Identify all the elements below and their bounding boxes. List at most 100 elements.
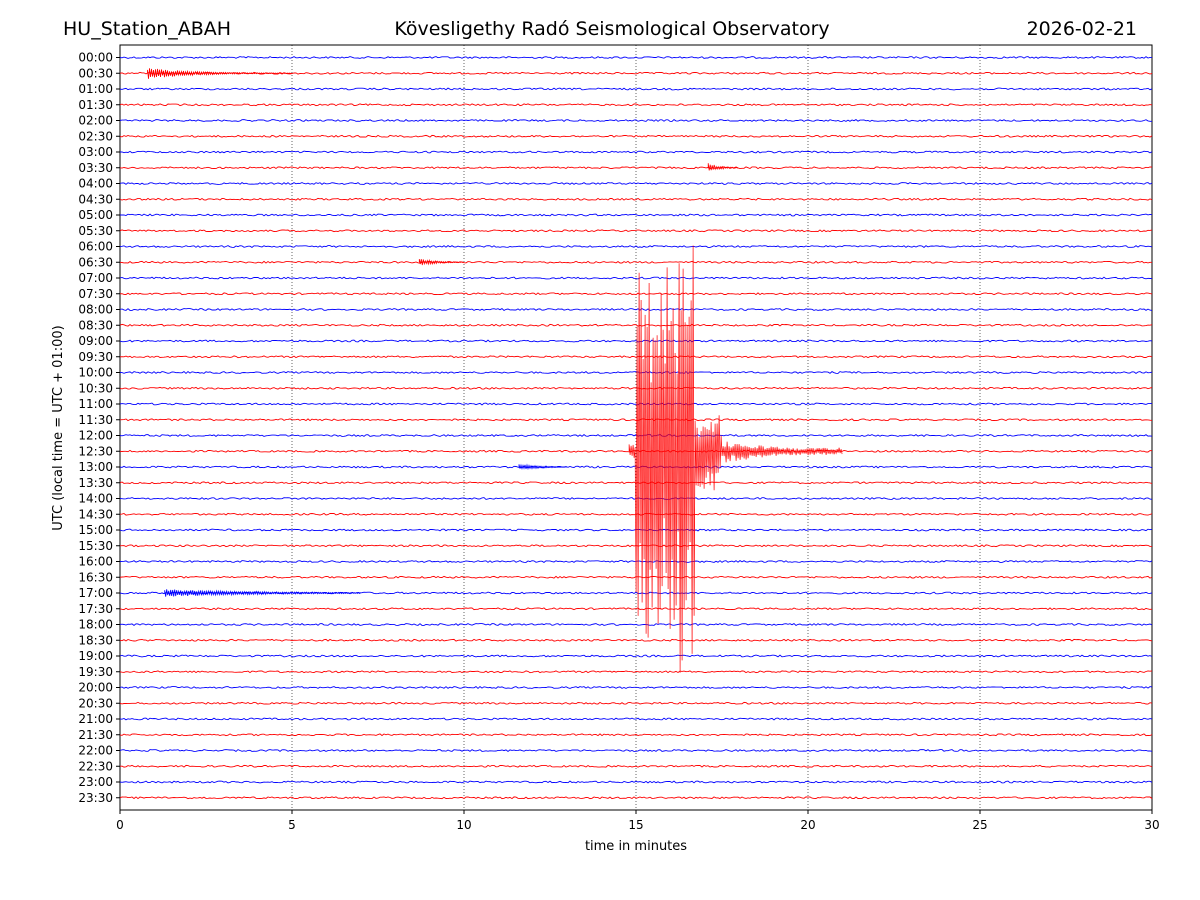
y-tick-label: 04:30 — [78, 192, 113, 206]
y-tick-label: 08:00 — [78, 303, 113, 317]
y-tick-label: 06:00 — [78, 240, 113, 254]
y-tick-label: 15:00 — [78, 523, 113, 537]
station-name: HU_Station_ABAH — [63, 18, 231, 40]
y-tick-label: 23:30 — [78, 791, 113, 805]
y-tick-label: 04:00 — [78, 177, 113, 191]
y-tick-label: 23:00 — [78, 775, 113, 789]
x-axis-label: time in minutes — [585, 839, 687, 854]
trace-line — [119, 418, 1153, 422]
trace-line — [119, 764, 1153, 768]
trace-line — [120, 150, 1153, 154]
x-tick-label: 0 — [116, 818, 124, 832]
y-tick-label: 15:30 — [78, 539, 113, 553]
trace-line — [119, 717, 1153, 721]
y-tick-label: 03:30 — [78, 161, 113, 175]
y-tick-label: 18:00 — [78, 618, 113, 632]
earthquake-waveform — [628, 245, 843, 673]
y-tick-label: 19:00 — [78, 649, 113, 663]
x-tick-label: 30 — [1144, 818, 1159, 832]
trace-line — [120, 213, 1153, 217]
x-tick-label: 5 — [288, 818, 296, 832]
y-tick-label: 18:30 — [78, 633, 113, 647]
y-tick-label: 14:30 — [78, 507, 113, 521]
y-tick-label: 07:30 — [78, 287, 113, 301]
trace-line — [119, 686, 1153, 690]
y-tick-label: 21:30 — [78, 728, 113, 742]
y-tick-label: 00:30 — [78, 66, 113, 80]
trace-line — [119, 591, 1153, 595]
trace-line — [119, 607, 1153, 611]
y-tick-label: 12:00 — [78, 429, 113, 443]
trace-line — [119, 371, 1153, 375]
trace-line — [119, 402, 1153, 406]
trace-line — [119, 323, 1153, 327]
trace-line — [119, 733, 1153, 737]
event-waveform — [518, 463, 568, 471]
y-tick-label: 01:00 — [78, 82, 113, 96]
trace-line — [119, 780, 1153, 784]
y-tick-label: 11:00 — [78, 397, 113, 411]
event-waveform — [164, 589, 361, 597]
event-waveform — [418, 258, 464, 266]
chart-title: Kövesligethy Radó Seismological Observat… — [394, 18, 829, 40]
y-tick-label: 09:30 — [78, 350, 113, 364]
y-tick-label: 03:00 — [78, 145, 113, 159]
x-tick-label: 15 — [628, 818, 643, 832]
trace-line — [119, 245, 1153, 248]
trace-line — [119, 339, 1153, 343]
y-tick-label: 07:00 — [78, 271, 113, 285]
y-axis-label: UTC (local time = UTC + 01:00) — [51, 325, 66, 530]
trace-line — [119, 701, 1153, 705]
y-tick-label: 12:30 — [78, 444, 113, 458]
y-tick-label: 01:30 — [78, 98, 113, 112]
trace-line — [119, 670, 1153, 674]
y-tick-label: 10:00 — [78, 366, 113, 380]
trace-line — [119, 229, 1153, 233]
y-tick-label: 02:00 — [78, 114, 113, 128]
y-tick-label: 05:30 — [78, 224, 113, 238]
trace-line — [119, 654, 1153, 658]
trace-line — [119, 119, 1152, 122]
y-tick-label: 13:30 — [78, 476, 113, 490]
y-tick-label: 13:00 — [78, 460, 113, 474]
trace-line — [119, 449, 1153, 453]
trace-line — [119, 292, 1153, 296]
trace-line — [119, 276, 1153, 280]
y-tick-label: 16:00 — [78, 555, 113, 569]
trace-line — [119, 87, 1153, 91]
event-waveform — [707, 163, 739, 171]
trace-line — [119, 796, 1153, 800]
trace-line — [119, 260, 1152, 264]
y-tick-label: 10:30 — [78, 381, 113, 395]
y-tick-label: 16:30 — [78, 570, 113, 584]
x-tick-label: 20 — [800, 818, 815, 832]
trace-line — [119, 749, 1153, 752]
x-tick-label: 25 — [972, 818, 987, 832]
trace-line — [119, 134, 1153, 138]
trace-line — [119, 182, 1153, 185]
y-tick-label: 11:30 — [78, 413, 113, 427]
y-tick-label: 02:30 — [78, 129, 113, 143]
y-tick-label: 14:00 — [78, 492, 113, 506]
trace-line — [119, 56, 1152, 59]
event-waveform — [147, 68, 292, 79]
trace-line — [119, 623, 1153, 626]
trace-line — [119, 103, 1153, 107]
y-tick-label: 17:30 — [78, 602, 113, 616]
y-tick-label: 05:00 — [78, 208, 113, 222]
trace-line — [119, 497, 1153, 500]
y-tick-label: 20:30 — [78, 696, 113, 710]
trace-line — [119, 355, 1153, 359]
trace-line — [119, 465, 1153, 469]
trace-line — [119, 512, 1153, 516]
trace-line — [119, 386, 1153, 390]
trace-line — [119, 197, 1153, 201]
trace-line — [119, 308, 1153, 311]
y-tick-label: 21:00 — [78, 712, 113, 726]
y-tick-label: 08:30 — [78, 318, 113, 332]
y-tick-label: 17:00 — [78, 586, 113, 600]
trace-line — [119, 481, 1153, 485]
trace-line — [119, 71, 1153, 75]
